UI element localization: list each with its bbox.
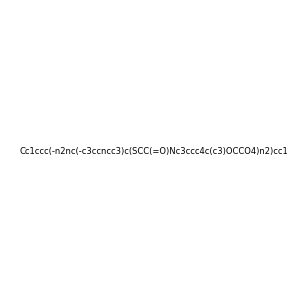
Text: Cc1ccc(-n2nc(-c3ccncc3)c(SCC(=O)Nc3ccc4c(c3)OCCO4)n2)cc1: Cc1ccc(-n2nc(-c3ccncc3)c(SCC(=O)Nc3ccc4c…: [20, 147, 288, 156]
